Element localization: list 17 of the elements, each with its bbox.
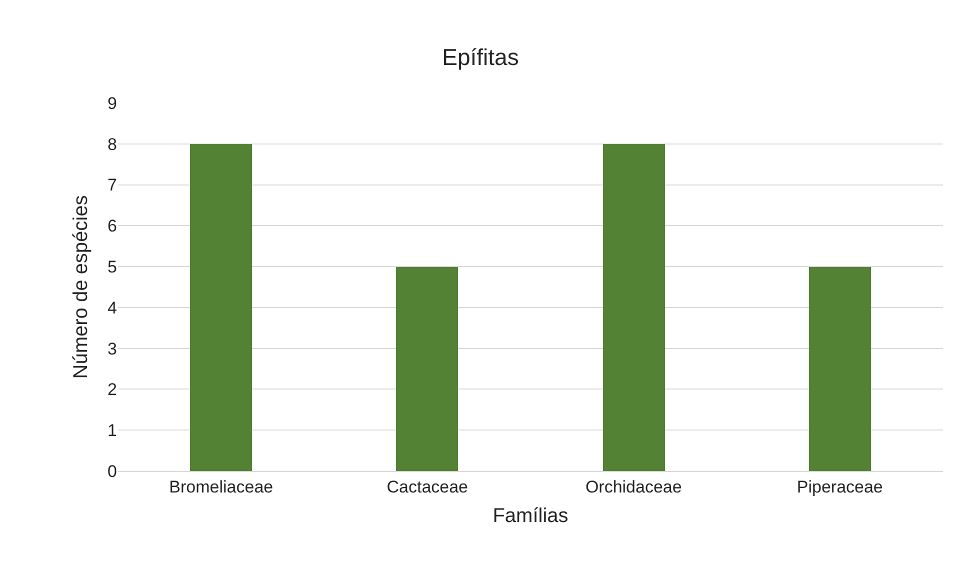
x-tick-label: Cactaceae xyxy=(386,477,468,496)
y-axis-title: Número de espécies xyxy=(70,195,92,379)
y-tick-label: 5 xyxy=(108,258,117,277)
y-tick-label: 4 xyxy=(108,298,117,318)
y-tick-label: 7 xyxy=(108,176,117,195)
x-tick-label: Piperaceae xyxy=(796,477,883,496)
y-tick-label: 6 xyxy=(108,216,117,236)
y-tick-label: 9 xyxy=(108,94,117,113)
y-tick-label: 3 xyxy=(108,339,117,358)
y-tick-label: 8 xyxy=(108,134,117,154)
y-tick-label: 0 xyxy=(108,462,117,481)
x-tick-label: Orchidaceae xyxy=(585,477,682,496)
y-tick-label: 2 xyxy=(108,380,117,400)
x-axis-title: Famílias xyxy=(492,504,568,527)
chart-title: Epífitas xyxy=(442,44,519,70)
x-tick-label: Bromeliaceae xyxy=(169,477,274,496)
y-tick-label: 1 xyxy=(108,421,117,440)
